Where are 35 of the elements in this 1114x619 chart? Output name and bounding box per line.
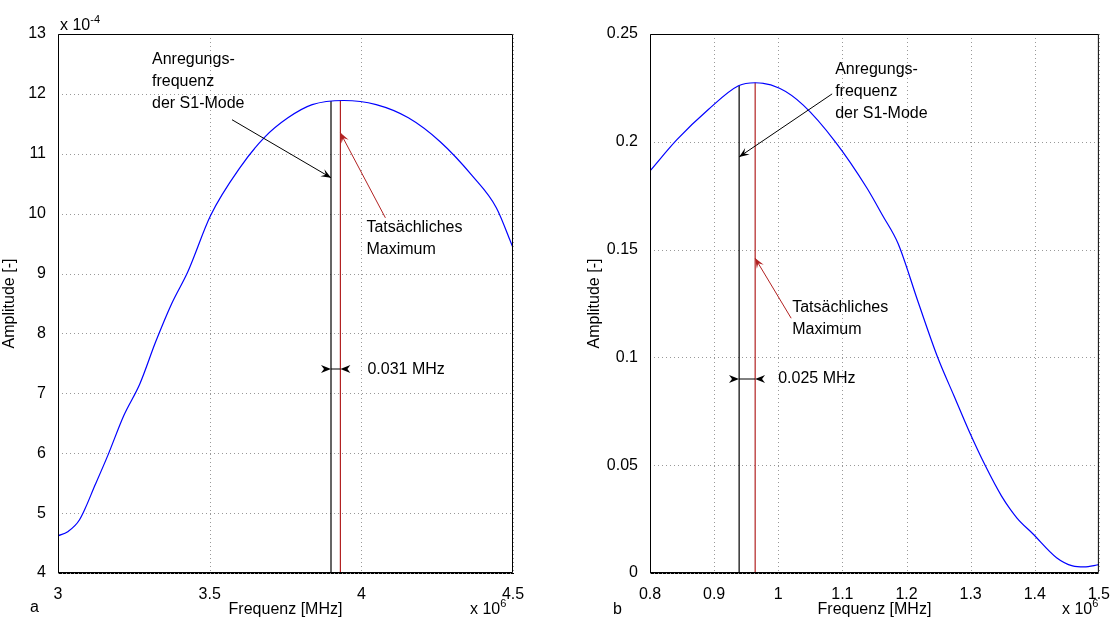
x-tick-label: 1 (773, 585, 783, 603)
y-tick-label: 11 (29, 144, 47, 162)
text: b (613, 600, 622, 617)
x-axis-title: Frequenz [MHz] (228, 599, 343, 617)
y-tick-label: 10 (28, 204, 47, 222)
y-tick-label: 9 (37, 263, 47, 281)
y-tick-label: 0.15 (606, 240, 639, 258)
y-axis-title: Amplitude [-] (0, 258, 18, 349)
y-tick-label: 0.25 (606, 24, 639, 42)
y-tick-label: 0.1 (615, 347, 639, 365)
y-tick-label: 0 (629, 563, 639, 581)
y-tick-label: 0.05 (606, 455, 639, 473)
x-tick-label: 1.3 (959, 585, 982, 603)
annotation: 0.025 MHz (778, 369, 856, 387)
x-tick-label: 0.8 (638, 585, 662, 603)
x-tick-label: 3 (53, 585, 63, 603)
annotation: 0.031 MHz (367, 359, 445, 377)
annotation: Tatsächliches Maximum (366, 218, 463, 258)
y-axis-title: Amplitude [-] (585, 258, 603, 349)
text: a (30, 598, 39, 615)
y-tick-label: 4 (37, 563, 47, 581)
y-tick-label: 6 (37, 443, 47, 461)
y-tick-label: 5 (37, 503, 47, 521)
x-tick-label: 3.5 (198, 585, 221, 603)
y-tick-label: 0.2 (615, 132, 639, 150)
y-tick-label: 13 (28, 24, 47, 42)
x-tick-label: 1.4 (1023, 585, 1046, 603)
y-tick-label: 12 (28, 84, 47, 102)
x-tick-label: 0.9 (703, 585, 726, 603)
annotation: Tatsächliches Maximum (792, 297, 889, 337)
annotation: Anregungs- frequenz der S1-Mode (152, 50, 245, 112)
x-tick-label: 4 (356, 585, 366, 603)
y-tick-label: 8 (37, 323, 47, 341)
y-tick-label: 7 (37, 383, 47, 401)
annotation: Anregungs- frequenz der S1-Mode (835, 60, 928, 122)
